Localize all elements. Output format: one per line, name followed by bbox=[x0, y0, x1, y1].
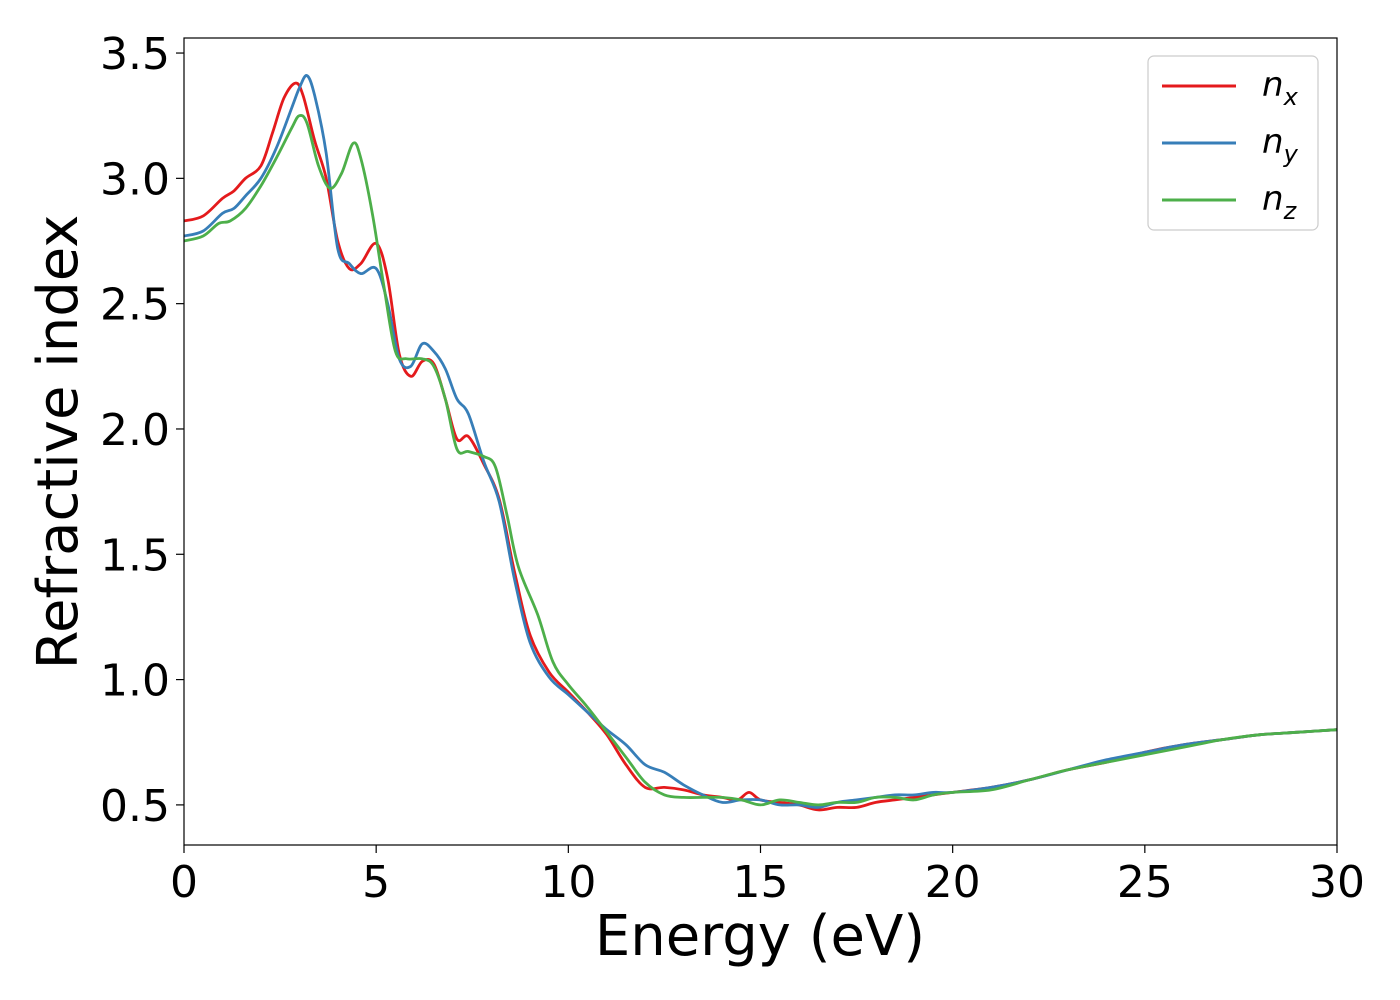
legend: nx ny nz bbox=[1147, 55, 1319, 231]
x-tick-label: 25 bbox=[1117, 857, 1173, 908]
legend-label-z: nz bbox=[1262, 179, 1298, 225]
legend-label-x: nx bbox=[1262, 65, 1299, 111]
y-axis-label: Refractive index bbox=[26, 215, 91, 670]
x-axis: 0 5 10 15 20 25 30 bbox=[170, 845, 1365, 908]
x-tick-label: 10 bbox=[540, 857, 596, 908]
y-tick-label: 3.0 bbox=[100, 154, 170, 205]
series-layer bbox=[184, 74, 1337, 812]
y-tick-label: 1.0 bbox=[100, 656, 170, 707]
x-tick-label: 0 bbox=[170, 857, 198, 908]
legend-item-y: ny bbox=[1162, 122, 1299, 168]
y-tick-label: 1.5 bbox=[100, 530, 170, 581]
x-tick-label: 20 bbox=[925, 857, 981, 908]
legend-item-z: nz bbox=[1162, 179, 1298, 225]
legend-label-y: ny bbox=[1262, 122, 1299, 168]
y-axis: 0.5 1.0 1.5 2.0 2.5 3.0 3.5 bbox=[100, 29, 184, 832]
y-tick-label: 2.0 bbox=[100, 405, 170, 456]
y-tick-label: 3.5 bbox=[100, 29, 170, 80]
x-axis-label: Energy (eV) bbox=[595, 904, 925, 969]
y-tick-label: 0.5 bbox=[100, 781, 170, 832]
x-tick-label: 5 bbox=[362, 857, 390, 908]
series-line-z bbox=[184, 113, 1337, 807]
legend-item-x: nx bbox=[1162, 65, 1299, 111]
x-tick-label: 15 bbox=[733, 857, 789, 908]
x-tick-label: 30 bbox=[1309, 857, 1365, 908]
y-tick-label: 2.5 bbox=[100, 280, 170, 331]
